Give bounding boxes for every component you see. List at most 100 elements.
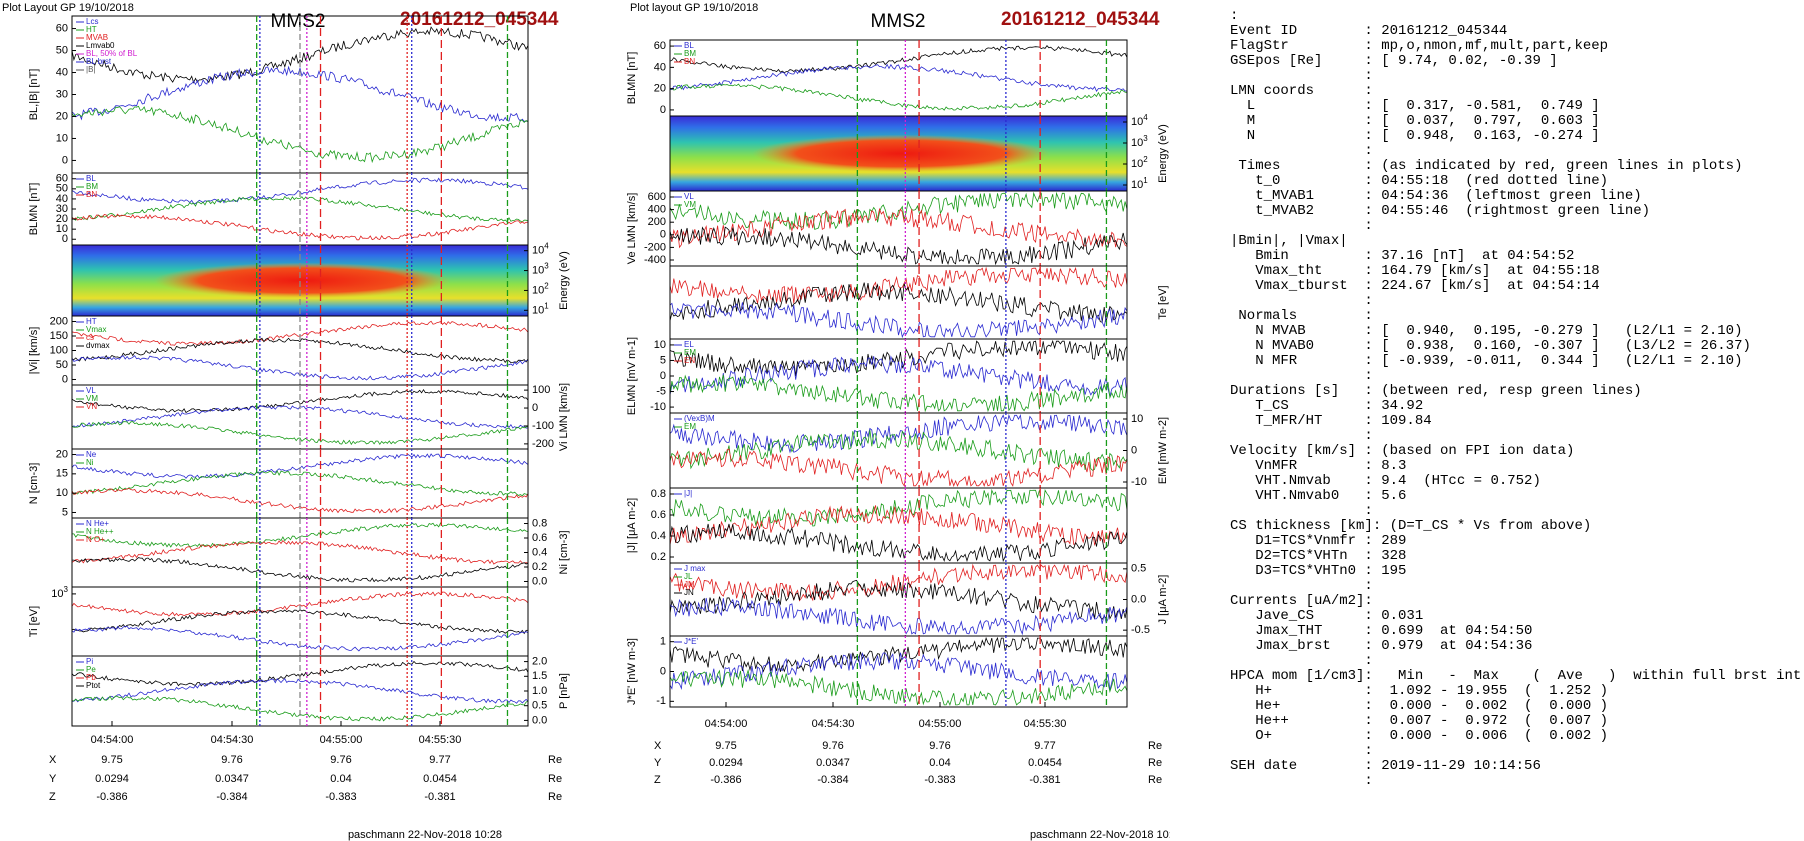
row-value: 9.77 — [429, 754, 450, 766]
tick-label: 10 — [1131, 413, 1143, 425]
header: Plot layout GP 19/10/2018 — [630, 2, 758, 14]
info-line: Normals : — [1230, 308, 1373, 324]
tick-label: 0.6 — [651, 509, 666, 521]
axis-label: Ni [cm-3] — [558, 531, 570, 575]
tick-label: 0.5 — [1131, 563, 1146, 575]
trace — [669, 63, 1127, 93]
row-value: -0.381 — [424, 791, 455, 803]
info-line: : — [1230, 653, 1373, 669]
trace — [71, 539, 529, 565]
axis-label: Ve LMN [km/s] — [626, 193, 638, 265]
header: Plot Layout GP 19/10/2018 — [2, 2, 134, 14]
tick-exp: 3 — [544, 262, 549, 271]
info-line: : — [1230, 218, 1373, 234]
row-value: -0.381 — [1029, 774, 1060, 786]
trace — [669, 226, 1128, 266]
tick-label: 1 — [660, 636, 666, 648]
trace — [71, 65, 529, 122]
tick-base: 10 — [1131, 116, 1143, 128]
row-value: 0.0454 — [1028, 757, 1062, 769]
tick-label: 100 — [50, 344, 68, 356]
tick-label: 0.8 — [532, 517, 547, 529]
tick-label: -1 — [656, 695, 666, 707]
row-value: 9.77 — [1034, 740, 1055, 752]
tick-label: 400 — [648, 204, 666, 216]
tick-label: -200 — [532, 438, 554, 450]
trace — [669, 448, 1128, 488]
info-line: : — [1230, 368, 1373, 384]
tick-label: 40 — [56, 193, 68, 205]
legend-label: BL, 50% of BL — [86, 49, 138, 58]
tick-label: 30 — [56, 203, 68, 215]
legend-label: BN — [86, 190, 97, 199]
tick-label: 50 — [56, 359, 68, 371]
row-value: 0.0347 — [215, 773, 249, 785]
figure-title: MMS2 — [871, 11, 926, 32]
row-value: 9.76 — [929, 740, 950, 752]
tick-label: 103 — [1131, 134, 1148, 149]
trace — [71, 470, 529, 497]
info-line: N MVAB0 : [ 0.938, 0.160, -0.307 ] (L3/L… — [1230, 338, 1751, 354]
axis-label: BLMN [nT] — [626, 52, 638, 105]
row-value: -0.384 — [817, 774, 848, 786]
time-label: 04:54:30 — [812, 718, 855, 730]
tick-exp: 2 — [1143, 155, 1148, 164]
row-unit: Re — [548, 754, 562, 766]
axis-label: ELMN [mV m-1] — [626, 337, 638, 415]
tick-label: 40 — [56, 66, 68, 78]
legend-label: Ni — [86, 458, 94, 467]
tick-label: 102 — [532, 282, 549, 297]
row-value: 0.04 — [929, 757, 950, 769]
legend-label: VM — [86, 394, 98, 403]
trace — [71, 388, 529, 414]
legend-label: VN — [86, 402, 97, 411]
tick-label: 200 — [50, 315, 68, 327]
axis-label: Vi LMN [km/s] — [558, 383, 570, 451]
legend-label: EN — [684, 356, 695, 365]
trace — [71, 420, 529, 446]
row-label: Y — [49, 773, 57, 785]
tick-label: 0.6 — [532, 532, 547, 544]
legend-label: Lcs — [86, 17, 98, 26]
trace — [71, 195, 529, 223]
trace — [669, 563, 1128, 602]
tick-label: -100 — [532, 420, 554, 432]
tick-label: 10 — [56, 223, 68, 235]
info-line: LMN coords : — [1230, 83, 1373, 99]
info-line: T_CS : 34.92 — [1230, 398, 1424, 414]
row-value: 9.76 — [221, 754, 242, 766]
axis-label: P [nPa] — [558, 673, 570, 709]
info-line: : — [1230, 8, 1239, 24]
info-line: CS thickness [km]: (D=T_CS * Vs from abo… — [1230, 518, 1592, 534]
tick-label: 200 — [648, 216, 666, 228]
tick-label: 104 — [532, 242, 549, 257]
tick-base: 10 — [51, 588, 63, 600]
info-line: GSEpos [Re] : [ 9.74, 0.02, -0.39 ] — [1230, 53, 1558, 69]
row-value: -0.386 — [710, 774, 741, 786]
legend-label: N He+ — [86, 519, 109, 528]
info-line: |Bmin|, |Vmax| — [1230, 233, 1348, 249]
tick-base: 10 — [532, 245, 544, 257]
panel-frame — [669, 190, 1128, 267]
row-value: 9.75 — [715, 740, 736, 752]
legend-label: BM — [86, 182, 98, 191]
legend-label: N O+ — [86, 535, 105, 544]
row-value: 9.75 — [101, 754, 122, 766]
trace — [71, 213, 529, 241]
tick-label: 101 — [532, 301, 549, 316]
tick-label: 0 — [660, 104, 666, 116]
info-line: Times : (as indicated by red, green line… — [1230, 158, 1743, 174]
trace — [72, 522, 529, 548]
axis-label: Energy (eV) — [558, 251, 570, 310]
tick-base: 10 — [532, 284, 544, 296]
time-label: 04:54:30 — [211, 734, 254, 746]
tick-exp: 1 — [544, 301, 549, 310]
tick-label: 50 — [56, 183, 68, 195]
tick-label: 104 — [1131, 113, 1148, 128]
row-unit: Re — [1148, 757, 1162, 769]
tick-label: -10 — [1131, 476, 1147, 488]
legend-label: BL brst — [86, 57, 112, 66]
trace — [71, 678, 529, 704]
tick-label: 50 — [56, 44, 68, 56]
tick-label: 0 — [532, 402, 538, 414]
